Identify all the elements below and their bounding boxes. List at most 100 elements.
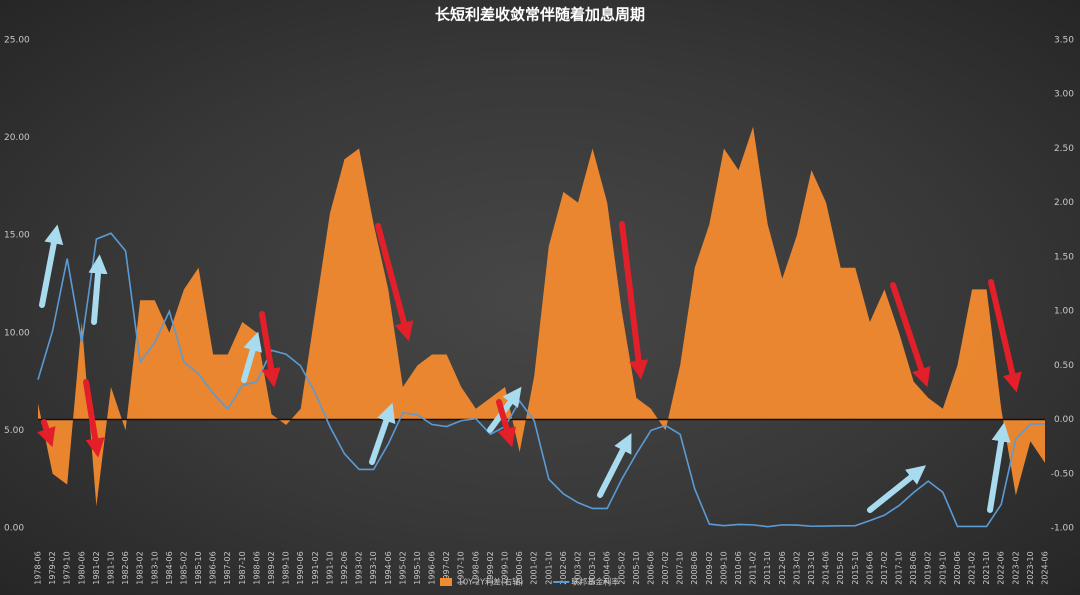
arrow [597,433,632,498]
arrow [988,279,1022,393]
x-tick-label: 2011-10 [763,551,772,584]
x-tick-label: 2014-06 [822,551,831,584]
x-tick-label: 1984-06 [165,551,174,584]
x-tick-label: 2015-02 [836,551,845,584]
x-tick-label: 1999-02 [486,551,495,584]
arrow [867,465,926,513]
y2-tick-label: -0.50 [1051,469,1075,479]
x-tick-label: 2011-02 [749,551,758,584]
area [38,126,1045,507]
x-tick-label: 2017-02 [880,551,889,584]
x-tick-label: 2006-06 [646,551,655,584]
y-tick-label: 10.00 [4,328,30,338]
x-tick-label: 1983-02 [136,551,145,584]
x-tick-label: 2016-06 [865,551,874,584]
x-tick-label: 2009-02 [705,551,714,584]
x-tick-label: 2023-10 [1026,551,1035,584]
x-tick-label: 2001-10 [544,551,553,584]
y2-tick-label: 3.00 [1054,90,1074,100]
arrow [369,402,396,465]
x-tick-label: 1979-10 [63,551,72,584]
x-tick-label: 2023-02 [1011,551,1020,584]
x-tick-label: 1991-10 [325,551,334,584]
x-tick-label: 1987-10 [238,551,247,584]
x-tick-label: 1995-10 [413,551,422,584]
x-tick-label: 2021-10 [982,551,991,584]
line [37,232,1045,528]
x-tick-label: 1993-02 [355,551,364,584]
x-tick-label: 1982-06 [121,551,130,584]
x-tick-label: 2017-10 [895,551,904,584]
arrow [241,331,262,383]
x-tick-label: 1995-02 [398,551,407,584]
plot-area: 0.00 5.00 10.00 15.00 20.00 25.00 -1.00 -0.50 0.… [4,36,1074,585]
x-tick-label: 1981-02 [92,551,101,584]
y2-tick-label: 0.50 [1054,361,1074,371]
x-tick-label: 1979-02 [48,551,57,584]
x-tick-label: 1978-06 [34,551,43,584]
arrow [890,282,931,388]
x-tick-label: 2009-10 [719,551,728,584]
y2-tick-label: 2.00 [1054,198,1074,208]
y2-tick-label: 3.50 [1054,36,1074,46]
x-tick-label: 1987-02 [223,551,232,584]
legend-swatch [440,578,452,586]
x-tick-label: 2010-06 [734,551,743,584]
x-tick-label: 2008-06 [690,551,699,584]
x-tick-label: 1985-10 [194,551,203,584]
x-tick-label: 1996-06 [428,551,437,584]
legend-label: 10Y-2Y利差(右轴) [458,577,523,587]
x-tick-label: 2000-06 [515,551,524,584]
x-tick-label: 1999-10 [501,551,510,584]
arrow [83,379,105,458]
legend-label: 联邦基金利率 [571,577,619,587]
x-tick-label: 2013-10 [807,551,816,584]
x-tick-label: 1986-06 [209,551,218,584]
y-tick-label: 20.00 [4,133,30,143]
x-tick-label: 1991-02 [311,551,320,584]
chart-title: 长短利差收敛常伴随着加息周期 [435,6,645,24]
arrow [88,254,108,325]
y-tick-label: 15.00 [4,231,30,241]
x-tick-label: 2019-02 [924,551,933,584]
x-tick-label: 2005-10 [632,551,641,584]
x-tick-label: 2022-06 [997,551,1006,584]
y2-tick-label: -1.00 [1051,524,1075,534]
x-tick-label: 1985-02 [179,551,188,584]
x-tick-label: 1981-10 [106,551,115,584]
arrow [259,311,281,388]
x-tick-label: 2021-02 [968,551,977,584]
x-tick-label: 2001-02 [530,551,539,584]
x-tick-label: 2012-06 [778,551,787,584]
y2-tick-label: 2.50 [1054,144,1074,154]
x-tick-label: 2015-10 [851,551,860,584]
x-tick-label: 1993-10 [369,551,378,584]
x-tick-label: 2002-06 [559,551,568,584]
x-tick-label: 2007-10 [676,551,685,584]
arrow [987,422,1011,513]
y-tick-label: 0.00 [4,524,24,534]
annotation-arrows [37,221,1022,513]
x-tick-label: 1983-10 [150,551,159,584]
x-tick-label: 1990-06 [296,551,305,584]
legend: 10Y-2Y利差(右轴) 联邦基金利率 [440,577,619,587]
x-tick-label: 1989-10 [282,551,291,584]
x-tick-label: 1980-06 [77,551,86,584]
arrow [37,419,56,448]
arrow [496,399,517,448]
x-tick-label: 1992-06 [340,551,349,584]
x-tick-label: 1998-06 [471,551,480,584]
x-tick-label: 2005-02 [617,551,626,584]
y2-tick-label: 1.50 [1054,252,1074,262]
x-tick-label: 1997-10 [457,551,466,584]
x-tick-label: 2003-02 [573,551,582,584]
x-tick-label: 2013-02 [792,551,801,584]
arrow [619,221,649,380]
x-tick-label: 2018-06 [909,551,918,584]
x-tick-label: 1988-06 [252,551,261,584]
y-tick-label: 5.00 [4,426,24,436]
x-tick-label: 2024-06 [1041,551,1050,584]
y-tick-label: 25.00 [4,36,30,46]
